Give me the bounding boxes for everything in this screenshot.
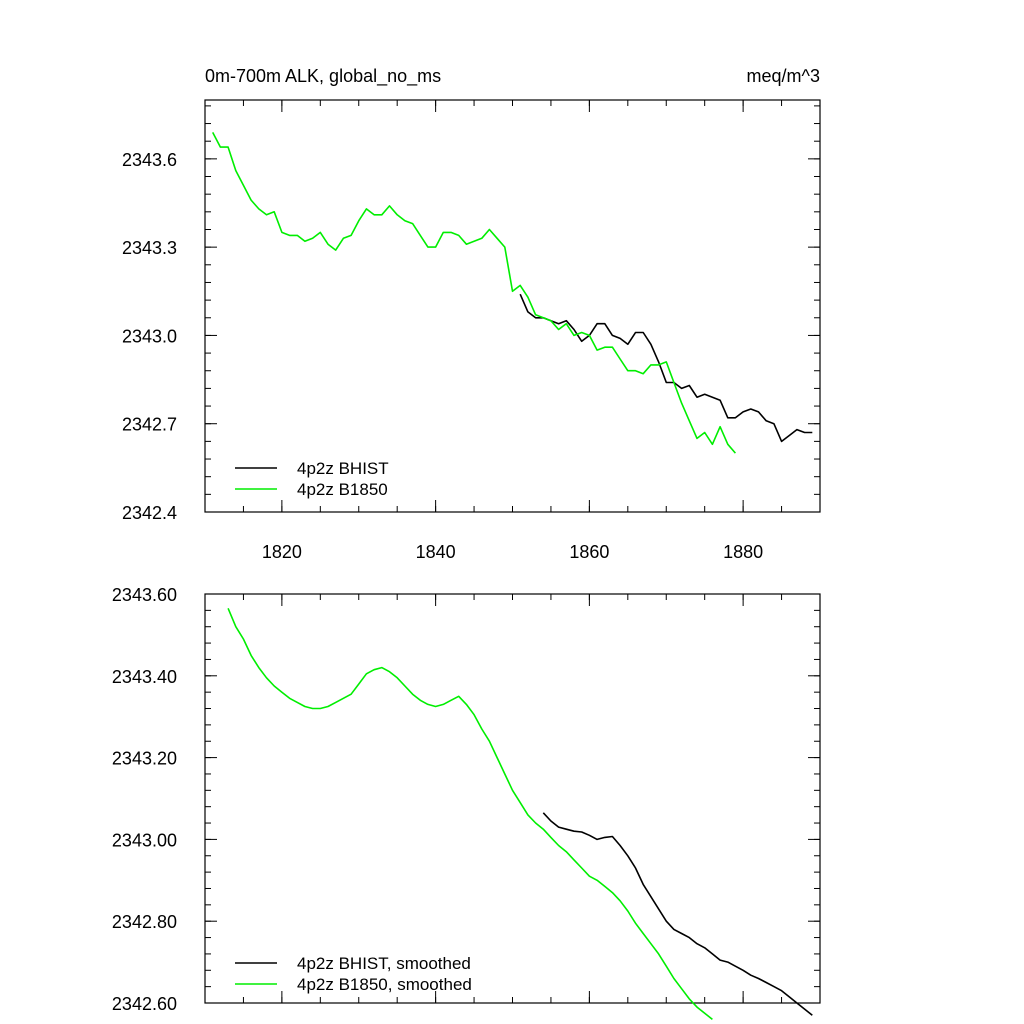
plot-frame (204, 593, 821, 1004)
y-tick-label: 2343.60 (112, 585, 177, 605)
series-line-1 (227, 607, 713, 1021)
x-tick-label: 1860 (569, 542, 609, 562)
header-title: 0m-700m ALK, global_no_ms (205, 66, 441, 87)
legend-label: 4p2z BHIST, smoothed (297, 954, 471, 973)
series-line-0 (542, 812, 813, 1016)
y-tick-label: 2342.7 (122, 415, 177, 435)
y-tick-label: 2342.4 (122, 503, 177, 523)
y-tick-label: 2343.6 (122, 150, 177, 170)
x-tick-label: 1820 (262, 542, 302, 562)
y-tick-label: 2343.3 (122, 238, 177, 258)
legend-label: 4p2z B1850, smoothed (297, 975, 472, 994)
series-line-1 (211, 132, 737, 454)
bottom-panel: 2342.60 2342.80 2343.00 2343.20 2343.40 2343.… (112, 585, 821, 1021)
header-units: meq/m^3 (747, 66, 820, 86)
y-tick-label: 2343.0 (122, 326, 177, 346)
y-tick-label: 2343.40 (112, 667, 177, 687)
legend-label: 4p2z B1850 (297, 480, 388, 499)
x-tick-label: 1880 (723, 542, 763, 562)
y-tick-label: 2343.20 (112, 749, 177, 769)
y-tick-label: 2343.00 (112, 830, 177, 850)
y-tick-label: 2342.60 (112, 994, 177, 1014)
x-tick-label: 1840 (416, 542, 456, 562)
series-line-0 (519, 293, 813, 443)
legend-label: 4p2z BHIST (297, 459, 389, 478)
plot-frame (204, 99, 821, 513)
y-tick-label: 2342.80 (112, 912, 177, 932)
top-panel: 1820 1840 1860 1880 2342.4 2342.7 2343.0 2343.3… (122, 99, 821, 562)
